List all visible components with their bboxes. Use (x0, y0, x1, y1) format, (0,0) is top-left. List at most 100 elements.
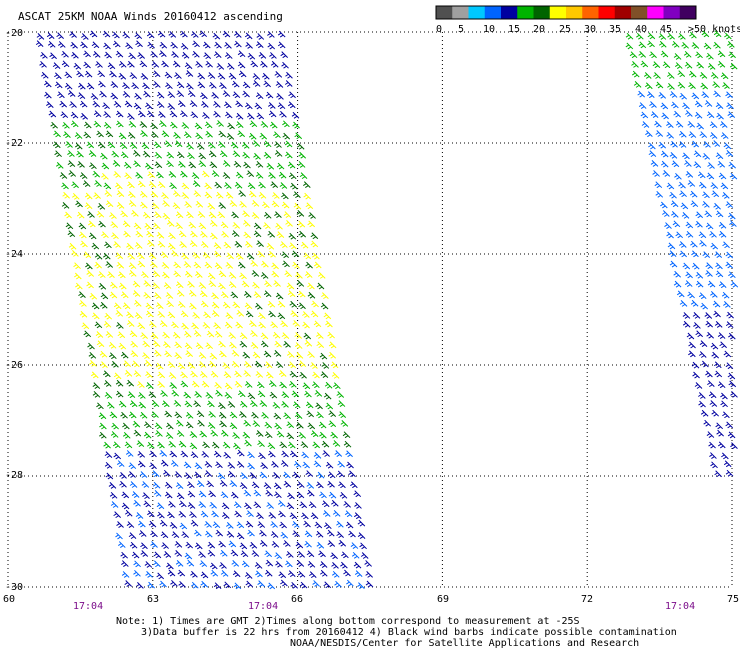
wind-barb (353, 490, 362, 498)
wind-barb (645, 82, 653, 90)
wind-barb (115, 310, 124, 317)
wind-barb (215, 191, 224, 199)
wind-barb (695, 220, 703, 228)
wind-barb (679, 130, 687, 138)
wind-barb (133, 102, 142, 110)
wind-barb (134, 92, 142, 100)
wind-barb (285, 71, 293, 79)
wind-barb (654, 181, 663, 189)
lon-label: 60 (3, 594, 15, 605)
wind-barb (727, 372, 736, 380)
wind-barb (254, 360, 263, 368)
wind-barb (180, 42, 189, 50)
wind-barb (280, 531, 289, 539)
wind-barb (229, 200, 238, 207)
wind-barb (123, 230, 131, 238)
wind-barb (147, 41, 155, 49)
wind-barb (138, 401, 147, 409)
wind-barb (139, 121, 148, 128)
wind-barb (235, 252, 244, 260)
wind-barb (287, 492, 295, 500)
wind-barb (221, 230, 229, 238)
wind-barb (257, 521, 266, 528)
wind-barb (190, 519, 199, 527)
wind-barb (163, 341, 171, 349)
wind-barb (113, 241, 121, 248)
wind-barb (316, 541, 325, 549)
wind-barb (713, 30, 722, 38)
wind-barb (655, 81, 664, 89)
wind-barb (103, 111, 111, 118)
wind-barb (245, 42, 253, 49)
wind-barb (71, 51, 79, 59)
wind-barb (709, 400, 718, 407)
wind-barb (264, 569, 273, 577)
wind-barb (173, 400, 182, 407)
legend-label: 45 (660, 24, 672, 35)
wind-barb (271, 262, 279, 270)
wind-barb (276, 92, 284, 100)
wind-barb (277, 102, 286, 110)
wind-barb (714, 251, 723, 259)
wind-barb (263, 222, 271, 229)
wind-barb (88, 220, 96, 228)
wind-barb (301, 512, 309, 520)
wind-barb (346, 579, 354, 587)
wind-barb (360, 552, 369, 559)
wind-barb (327, 540, 336, 547)
wind-barb (189, 100, 198, 107)
wind-barb (187, 481, 195, 489)
wind-barb (297, 161, 306, 168)
wind-barb (297, 570, 306, 578)
wind-barb (151, 202, 160, 210)
wind-barb (190, 451, 199, 459)
wind-barb (239, 482, 248, 490)
wind-barb (244, 381, 253, 388)
wind-barb (208, 211, 217, 219)
wind-barb (707, 62, 716, 70)
wind-barb (103, 320, 112, 328)
wind-barb (178, 440, 187, 448)
wind-barb (122, 302, 131, 310)
wind-barb (307, 560, 316, 568)
wind-barb (101, 231, 109, 239)
wind-barb (280, 579, 288, 587)
wind-barb (166, 151, 175, 159)
wind-barb (343, 569, 351, 577)
wind-barb (118, 132, 127, 140)
wind-barb (187, 362, 196, 369)
wind-barb (109, 352, 117, 360)
wind-barb (145, 371, 153, 379)
wind-barb (296, 421, 304, 429)
wind-barb (239, 542, 248, 550)
wind-barb (191, 322, 199, 330)
wind-barb (194, 391, 202, 398)
wind-barb (343, 440, 352, 448)
wind-barb (154, 161, 163, 169)
wind-barb (133, 429, 142, 437)
legend-label: 40 (635, 24, 647, 35)
wind-barb (237, 61, 246, 69)
wind-barb (150, 190, 159, 198)
wind-barb (348, 530, 356, 538)
wind-barb (658, 33, 667, 40)
wind-barb (298, 230, 307, 238)
wind-barb (120, 291, 129, 299)
wind-barb (222, 441, 231, 449)
wind-barb (198, 352, 207, 359)
wind-barb (299, 581, 308, 589)
wind-barb (723, 142, 732, 150)
wind-barb (715, 210, 724, 218)
wind-barb (176, 81, 185, 89)
wind-barb (220, 221, 229, 229)
wind-barb (60, 111, 69, 119)
wind-barb (155, 302, 164, 310)
wind-barb (236, 309, 245, 317)
wind-barb (44, 91, 52, 99)
wind-barb (224, 321, 233, 329)
wind-barb (113, 372, 122, 380)
wind-barb (214, 382, 222, 389)
wind-barb (716, 112, 724, 120)
wind-barb (306, 489, 315, 497)
wind-barb (226, 252, 234, 260)
